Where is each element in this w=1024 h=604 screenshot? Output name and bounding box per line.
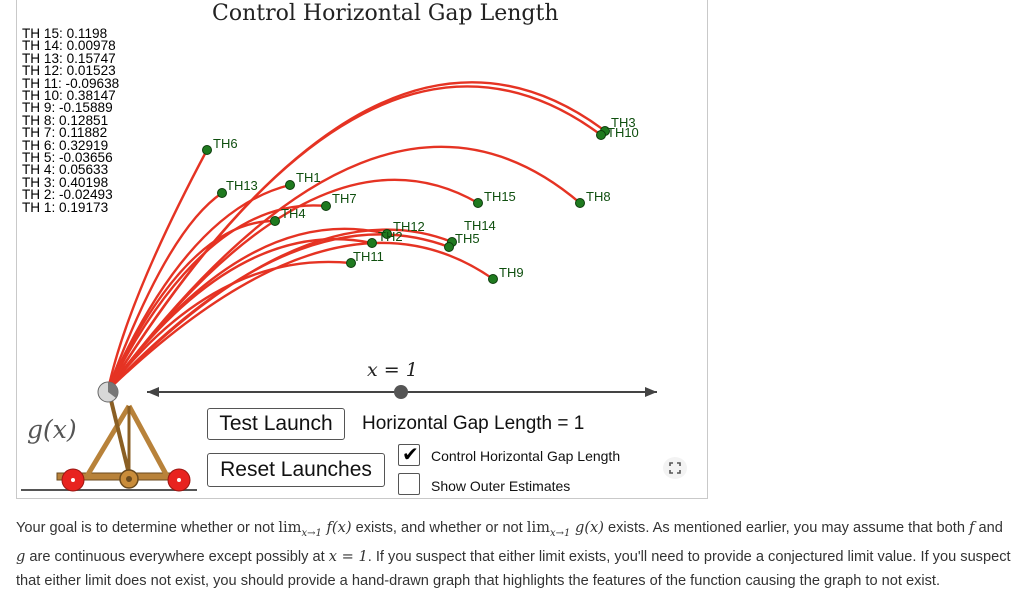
trajectory-th6: [106, 149, 209, 391]
landing-point-th6: [202, 145, 212, 155]
th-value-row: TH 2: -0.02493: [22, 187, 113, 203]
geogebra-applet[interactable]: TH6 TH13 TH1 TH7 TH4 TH12 TH2 TH11 TH14 TH5 TH15 TH…: [16, 0, 708, 499]
point-label-th7: TH7: [332, 191, 357, 206]
landing-point-th2: [367, 238, 377, 248]
outer-estimates-checkbox-label: Show Outer Estimates: [431, 478, 571, 494]
axis-right-arrow: [645, 387, 657, 397]
reset-launches-button[interactable]: Reset Launches: [207, 453, 385, 487]
axis-left-arrow: [147, 387, 159, 397]
instructions-paragraph: Your goal is to determine whether or not…: [16, 519, 1011, 589]
point-label-th15: TH15: [484, 189, 516, 204]
th-value-row: TH 9: -0.15889: [22, 100, 113, 116]
point-label-th14: TH14: [464, 218, 496, 233]
th-value-row: TH 6: 0.32919: [22, 137, 109, 153]
trajectory-th13: [106, 192, 223, 391]
point-label-th8: TH8: [586, 189, 611, 204]
point-label-th12: TH12: [393, 219, 425, 234]
point-label-th9: TH9: [499, 265, 524, 280]
landing-point-th12: [382, 229, 392, 239]
trajectory-th4: [106, 219, 276, 391]
trajectory-th7: [106, 204, 327, 391]
x-slider-handle[interactable]: [394, 385, 408, 399]
landing-point-th7: [321, 201, 331, 211]
checkmark-icon: ✔: [402, 444, 419, 466]
landing-point-th10: [596, 130, 606, 140]
point-label-th1: TH1: [296, 170, 321, 185]
test-launch-button[interactable]: Test Launch: [207, 408, 345, 440]
th-value-row: TH 10: 0.38147: [22, 88, 116, 104]
applet-title: Control Horizontal Gap Length: [212, 1, 559, 26]
point-label-th13: TH13: [226, 178, 258, 193]
th-value-row: TH 15: 0.1198: [22, 26, 108, 41]
point-label-th6: TH6: [213, 136, 238, 151]
trajectory-th5: [107, 233, 450, 391]
trajectory-th10: [106, 85, 602, 391]
outer-estimates-checkbox[interactable]: [398, 473, 420, 495]
fullscreen-icon[interactable]: [663, 457, 687, 479]
trajectory-th9: [107, 241, 494, 391]
landing-point-th13: [217, 188, 227, 198]
th-value-row: TH 13: 0.15747: [22, 50, 116, 66]
trajectory-th8: [107, 145, 581, 391]
landing-point-th15: [473, 198, 483, 208]
th-value-row: TH 14: 0.00978: [22, 38, 116, 54]
point-label-th5: TH5: [455, 231, 480, 246]
trajectory-group: [106, 81, 606, 391]
th-value-row: TH 7: 0.11882: [22, 125, 108, 141]
th-value-row: TH 11: -0.09638: [22, 75, 120, 91]
function-label: g(x): [27, 415, 77, 444]
landing-point-th11: [346, 258, 356, 268]
landing-point-th1: [285, 180, 295, 190]
th-value-row: TH 5: -0.03656: [22, 150, 113, 166]
landing-point-th9: [488, 274, 498, 284]
landing-point-th8: [575, 198, 585, 208]
slider-value-label: x = 1: [367, 359, 418, 381]
th-value-row: TH 12: 0.01523: [22, 63, 116, 79]
point-label-th2: TH2: [378, 229, 403, 244]
th-value-row: TH 3: 0.40198: [22, 174, 109, 190]
landing-point-th4: [270, 216, 280, 226]
horizontal-gap-length-text: Horizontal Gap Length = 1: [362, 413, 585, 434]
th-value-row: TH 4: 0.05633: [22, 162, 109, 178]
point-label-th3: TH3: [611, 115, 636, 130]
landing-point-th5: [444, 242, 454, 252]
point-label-th4: TH4: [281, 206, 306, 221]
point-label-th10: TH10: [607, 125, 639, 140]
control-gap-checkbox[interactable]: ✔: [398, 444, 420, 466]
th-value-row: TH 1: 0.19173: [22, 199, 109, 215]
catapult: [21, 381, 197, 492]
th-value-row: TH 8: 0.12851: [22, 112, 109, 128]
th-value-list: TH 15: 0.1198 TH 14: 0.00978 TH 13: 0.1574…: [22, 26, 120, 215]
control-gap-checkbox-label: Control Horizontal Gap Length: [431, 448, 621, 464]
point-label-th11: TH11: [353, 249, 384, 264]
